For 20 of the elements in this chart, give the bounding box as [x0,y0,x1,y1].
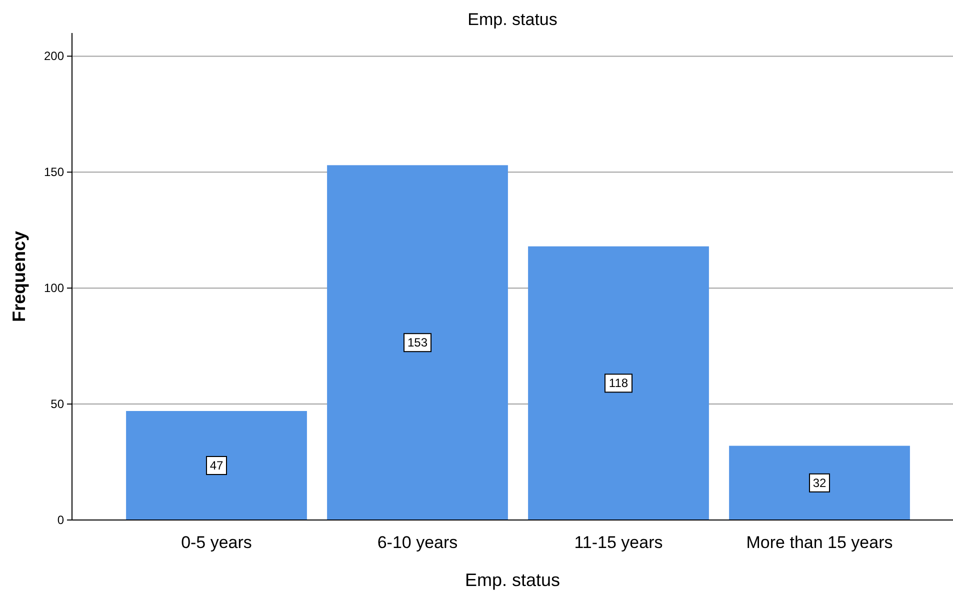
y-axis-title: Frequency [9,230,29,322]
chart-title: Emp. status [468,10,558,29]
x-tick-label: 0-5 years [181,533,252,552]
data-label: 32 [812,476,826,490]
x-tick-label: 11-15 years [574,533,663,552]
y-tick-label: 0 [57,513,64,527]
y-tick-label: 50 [50,397,64,412]
y-tick-label: 100 [44,281,64,296]
x-tick-label: 6-10 years [377,533,458,552]
bar [126,411,307,520]
data-label: 153 [407,336,428,350]
x-axis-title: Emp. status [464,570,560,590]
bar [729,446,910,520]
x-tick-label: More than 15 years [746,533,893,552]
y-tick-label: 200 [44,49,64,64]
data-label: 47 [210,458,224,472]
bar [327,165,508,520]
bar [528,246,709,520]
y-tick-label: 150 [44,165,64,180]
data-label: 118 [608,376,628,390]
